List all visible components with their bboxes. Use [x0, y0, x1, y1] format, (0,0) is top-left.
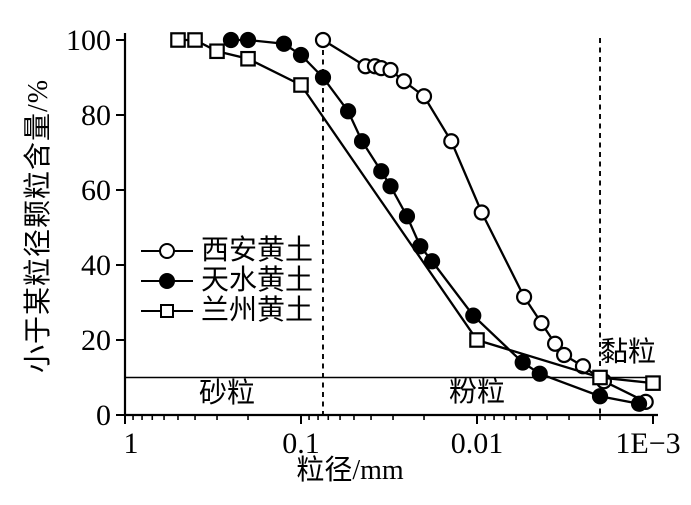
series-line	[230, 38, 640, 405]
filled-circle-marker	[314, 69, 332, 86]
region-label-sand: 砂粒	[198, 378, 256, 409]
legend-label: 西安黄土	[201, 235, 314, 266]
filled-circle-marker	[292, 46, 310, 64]
legend-item-tianshui: 天水黄土	[141, 266, 313, 296]
open-circle-marker	[533, 315, 550, 332]
filled-circle-marker	[353, 133, 371, 150]
open-circle-marker	[382, 61, 399, 79]
filled-circle-marker	[514, 354, 531, 371]
filled-circle-marker	[222, 31, 240, 49]
filled-circle-marker	[339, 103, 357, 120]
y-tick-label: 60	[81, 174, 111, 207]
legend-label: 天水黄土	[201, 265, 314, 296]
region-label-clay: 黏粒	[599, 337, 657, 368]
filled-circle-icon	[159, 273, 175, 289]
x-tick-label: 1E−3	[615, 427, 680, 460]
filled-circle-marker	[465, 307, 482, 324]
open-square-marker	[645, 375, 661, 391]
open-circle-marker	[415, 88, 433, 105]
filled-circle-marker	[239, 31, 257, 49]
open-circle-marker	[473, 204, 490, 221]
open-circle-marker	[546, 335, 564, 352]
filled-circle-marker	[275, 35, 293, 52]
open-square-marker	[170, 32, 186, 48]
legend-label: 兰州黄土	[201, 295, 314, 326]
series-2	[170, 32, 661, 391]
x-tick-label: 0.1	[282, 427, 320, 460]
y-axis-title: 小于某粒径颗粒含量/%	[23, 78, 54, 374]
filled-circle-marker	[591, 388, 609, 405]
x-tick-label: 0.01	[451, 427, 504, 460]
y-axis-ticks: 0 20 40 60 80 100	[66, 24, 125, 432]
y-tick-label: 20	[81, 324, 111, 357]
filled-circle-marker	[630, 395, 648, 412]
legend-item-lanzhou: 兰州黄土	[141, 296, 313, 326]
legend-item-xian: 西安黄土	[141, 236, 313, 266]
x-axis-title: 粒径/mm	[296, 455, 404, 486]
x-tick-label: 1	[124, 427, 139, 460]
open-circle-marker	[515, 288, 533, 305]
filled-circle-marker	[423, 253, 441, 270]
axes	[123, 33, 658, 417]
open-circle-marker	[555, 346, 573, 364]
y-tick-label: 100	[66, 24, 111, 57]
open-circle-icon	[159, 243, 175, 259]
open-square-marker	[240, 50, 256, 67]
open-square-marker	[469, 332, 485, 348]
open-square-marker	[209, 43, 225, 60]
legend-sample	[141, 242, 193, 260]
series-1	[222, 31, 648, 412]
y-tick-label: 40	[81, 249, 111, 282]
filled-circle-marker	[531, 365, 548, 382]
open-circle-marker	[443, 133, 460, 150]
open-circle-marker	[314, 31, 332, 49]
y-tick-label: 80	[81, 99, 111, 132]
open-circle-marker	[395, 73, 413, 90]
open-square-icon	[160, 304, 174, 318]
x-axis-ticks: 1 0.1 0.01 1E−3	[124, 415, 681, 460]
open-square-marker	[592, 369, 608, 386]
y-tick-label: 0	[96, 399, 111, 432]
filled-circle-marker	[382, 178, 399, 195]
legend-sample	[141, 302, 193, 320]
region-label-silt: 粉粒	[448, 377, 506, 408]
open-square-marker	[187, 32, 203, 48]
legend-sample	[141, 272, 193, 290]
legend: 西安黄土 天水黄土 兰州黄土	[141, 236, 313, 326]
filled-circle-marker	[373, 163, 390, 180]
filled-circle-marker	[398, 208, 416, 225]
series-line	[177, 38, 654, 385]
open-square-marker	[293, 77, 309, 93]
